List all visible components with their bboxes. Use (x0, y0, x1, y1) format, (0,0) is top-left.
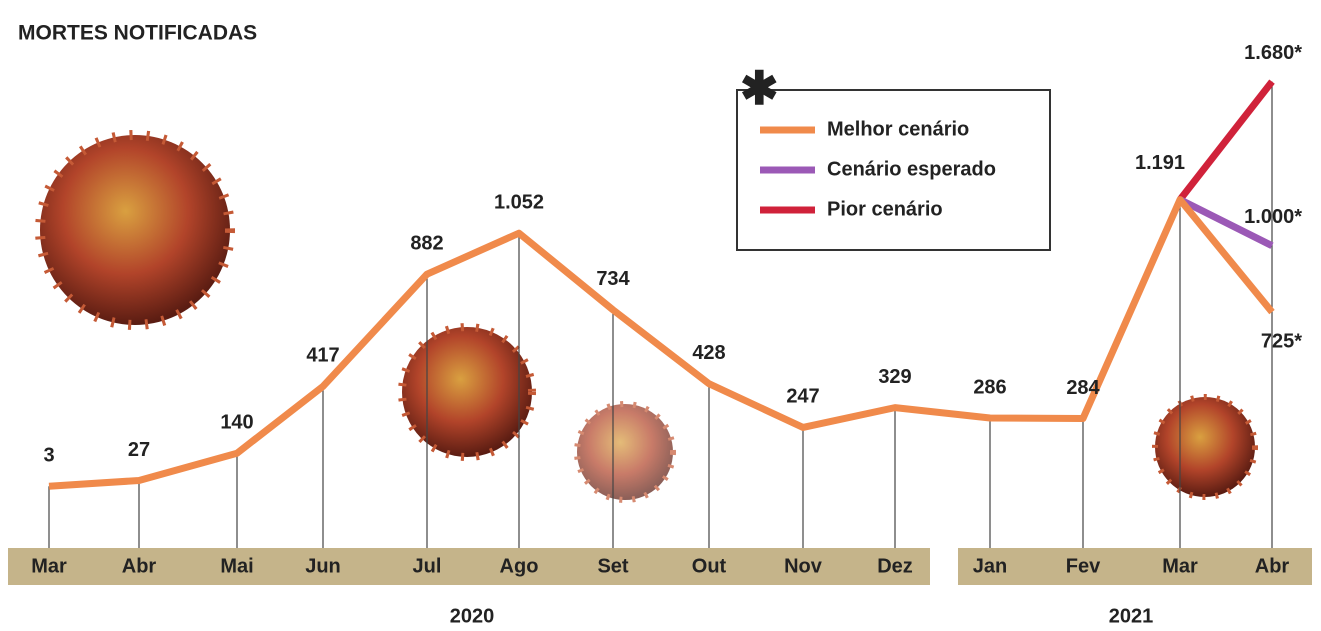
plot: Mar Abr Mai Jun Jul Ago Set Out Nov Dez Jan Fev Mar A… (31, 42, 1302, 627)
x-tick-label: Ago (500, 555, 539, 577)
data-label: 882 (410, 232, 443, 254)
x-tick-label: Jun (305, 555, 341, 577)
data-label: 725* (1261, 330, 1302, 352)
data-label: 1.052 (494, 191, 544, 213)
x-group-label: 2021 (1109, 605, 1154, 627)
x-tick-label: Abr (1255, 555, 1290, 577)
data-label: 329 (878, 366, 911, 388)
data-label: 417 (306, 345, 339, 367)
x-tick-label: Mar (1162, 555, 1198, 577)
data-label: 1.191 (1135, 152, 1185, 174)
x-tick-label: Jan (973, 555, 1007, 577)
legend-label: Melhor cenário (827, 118, 969, 140)
data-label: 3 (43, 445, 54, 467)
chart-title: MORTES NOTIFICADAS (18, 22, 257, 45)
legend-label: Pior cenário (827, 198, 943, 220)
data-label: 27 (128, 439, 150, 461)
x-tick-label: Set (597, 555, 628, 577)
data-label: 734 (596, 268, 630, 290)
data-label: 1.680* (1244, 42, 1302, 64)
x-tick-label: Abr (122, 555, 157, 577)
data-label: 247 (786, 386, 819, 408)
data-label: 286 (973, 376, 1006, 398)
x-tick-label: Jul (413, 555, 442, 577)
data-label: 1.000* (1244, 206, 1302, 228)
chart: MORTES NOTIFICADAS ✱ Melhor cenário Cenár… (0, 0, 1321, 631)
x-group-label: 2020 (450, 605, 495, 627)
x-tick-label: Mai (220, 555, 253, 577)
x-tick-label: Dez (877, 555, 913, 577)
data-label: 284 (1066, 377, 1100, 399)
x-tick-label: Fev (1066, 555, 1101, 577)
x-tick-label: Out (692, 555, 727, 577)
x-tick-label: Nov (784, 555, 823, 577)
data-label: 428 (692, 342, 725, 364)
x-tick-label: Mar (31, 555, 67, 577)
series-line (1180, 82, 1272, 200)
legend-label: Cenário esperado (827, 158, 996, 180)
asterisk-icon: ✱ (740, 62, 779, 114)
data-label: 140 (220, 411, 253, 433)
decoration: ✱ (8, 62, 1312, 585)
